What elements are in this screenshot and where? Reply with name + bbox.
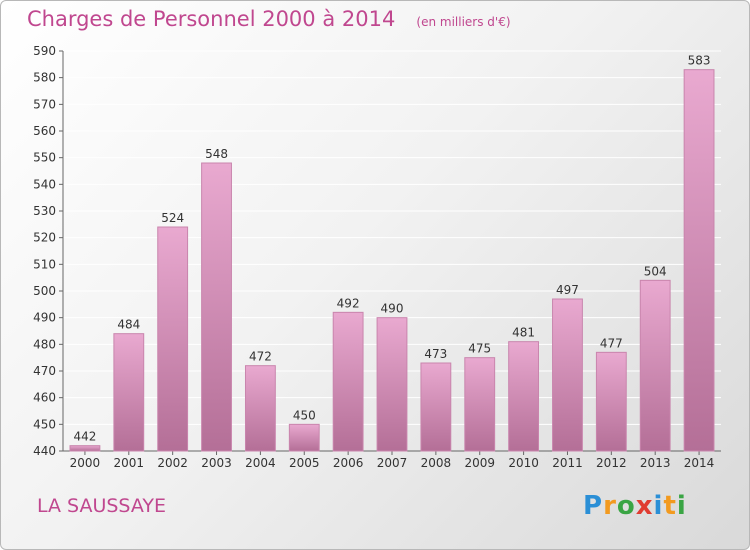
- data-label-2005: 450: [293, 408, 316, 422]
- y-tick-label: 590: [33, 44, 56, 58]
- logo-letter: t: [663, 491, 677, 521]
- bar-2012: [595, 351, 627, 452]
- y-tick-label: 490: [33, 311, 56, 325]
- x-tick-label-2012: 2012: [596, 456, 627, 470]
- chart-subtitle: (en milliers d'€): [416, 15, 511, 29]
- x-tick-label-2010: 2010: [508, 456, 539, 470]
- y-tick-label: 480: [33, 337, 56, 351]
- bar-2008: [420, 362, 452, 452]
- bar-2003: [201, 162, 232, 452]
- bar-2001: [113, 333, 145, 452]
- data-label-2014: 583: [688, 54, 711, 68]
- logo-letter: i: [676, 491, 687, 521]
- y-tick-label: 450: [33, 417, 56, 431]
- bar-2011: [552, 298, 583, 452]
- y-tick-label: 440: [33, 444, 56, 458]
- y-tick-label: 510: [33, 257, 56, 271]
- y-tick-label: 520: [33, 231, 56, 245]
- y-tick-label: 500: [33, 284, 56, 298]
- x-tick-label-2004: 2004: [245, 456, 276, 470]
- data-label-2009: 475: [468, 342, 491, 356]
- logo-letter: o: [616, 491, 636, 521]
- y-tick-label: 460: [33, 391, 56, 405]
- bar-2002: [157, 226, 189, 452]
- bar-2004: [244, 365, 276, 452]
- bar-2014: [683, 69, 715, 452]
- bar-2000: [69, 445, 101, 452]
- labels: 440 450 460 470 480 490 500 510 520 530 540 550 560 5…: [33, 44, 714, 470]
- x-tick-label-2005: 2005: [289, 456, 320, 470]
- x-tick-label-2013: 2013: [640, 456, 671, 470]
- bar-2013: [639, 279, 671, 452]
- data-label-2006: 492: [337, 296, 360, 310]
- y-tick-label: 550: [33, 151, 56, 165]
- title-row: Charges de Personnel 2000 à 2014 (en mil…: [27, 7, 511, 31]
- bar-2005: [288, 423, 320, 452]
- bar-2009: [464, 357, 496, 452]
- y-tick-label: 560: [33, 124, 56, 138]
- x-tick-label-2008: 2008: [421, 456, 452, 470]
- data-label-2000: 442: [73, 430, 96, 444]
- data-label-2003: 548: [205, 147, 228, 161]
- y-tick-label: 530: [33, 204, 56, 218]
- x-tick-label-2011: 2011: [552, 456, 583, 470]
- x-tick-label-2000: 2000: [70, 456, 101, 470]
- x-tick-label-2009: 2009: [464, 456, 495, 470]
- y-tick-label: 470: [33, 364, 56, 378]
- bars: [69, 69, 715, 452]
- y-tick-label: 540: [33, 177, 56, 191]
- x-tick-label-2014: 2014: [684, 456, 715, 470]
- data-label-2008: 473: [424, 347, 447, 361]
- commune-name: LA SAUSSAYE: [37, 495, 166, 517]
- chart-title: Charges de Personnel 2000 à 2014: [27, 7, 396, 31]
- data-label-2001: 484: [117, 318, 140, 332]
- bar-2006: [332, 311, 364, 452]
- y-tick-label: 580: [33, 71, 56, 85]
- bar-2010: [508, 341, 540, 452]
- logo-letter: i: [653, 491, 664, 521]
- x-tick-label-2007: 2007: [377, 456, 408, 470]
- data-label-2002: 524: [161, 211, 184, 225]
- data-label-2013: 504: [644, 264, 667, 278]
- data-label-2004: 472: [249, 350, 272, 364]
- logo-letter: r: [603, 491, 617, 521]
- logo-letter: x: [635, 491, 654, 521]
- x-tick-label-2002: 2002: [157, 456, 188, 470]
- bar-2007: [376, 317, 408, 452]
- x-tick-label-2001: 2001: [114, 456, 145, 470]
- data-label-2012: 477: [600, 336, 623, 350]
- x-tick-label-2003: 2003: [201, 456, 232, 470]
- x-tick-label-2006: 2006: [333, 456, 364, 470]
- proxiti-logo[interactable]: Proxiti: [583, 491, 687, 521]
- y-tick-label: 570: [33, 97, 56, 111]
- logo-letter: P: [583, 491, 604, 521]
- data-label-2010: 481: [512, 326, 535, 340]
- data-label-2007: 490: [381, 302, 404, 316]
- data-label-2011: 497: [556, 283, 579, 297]
